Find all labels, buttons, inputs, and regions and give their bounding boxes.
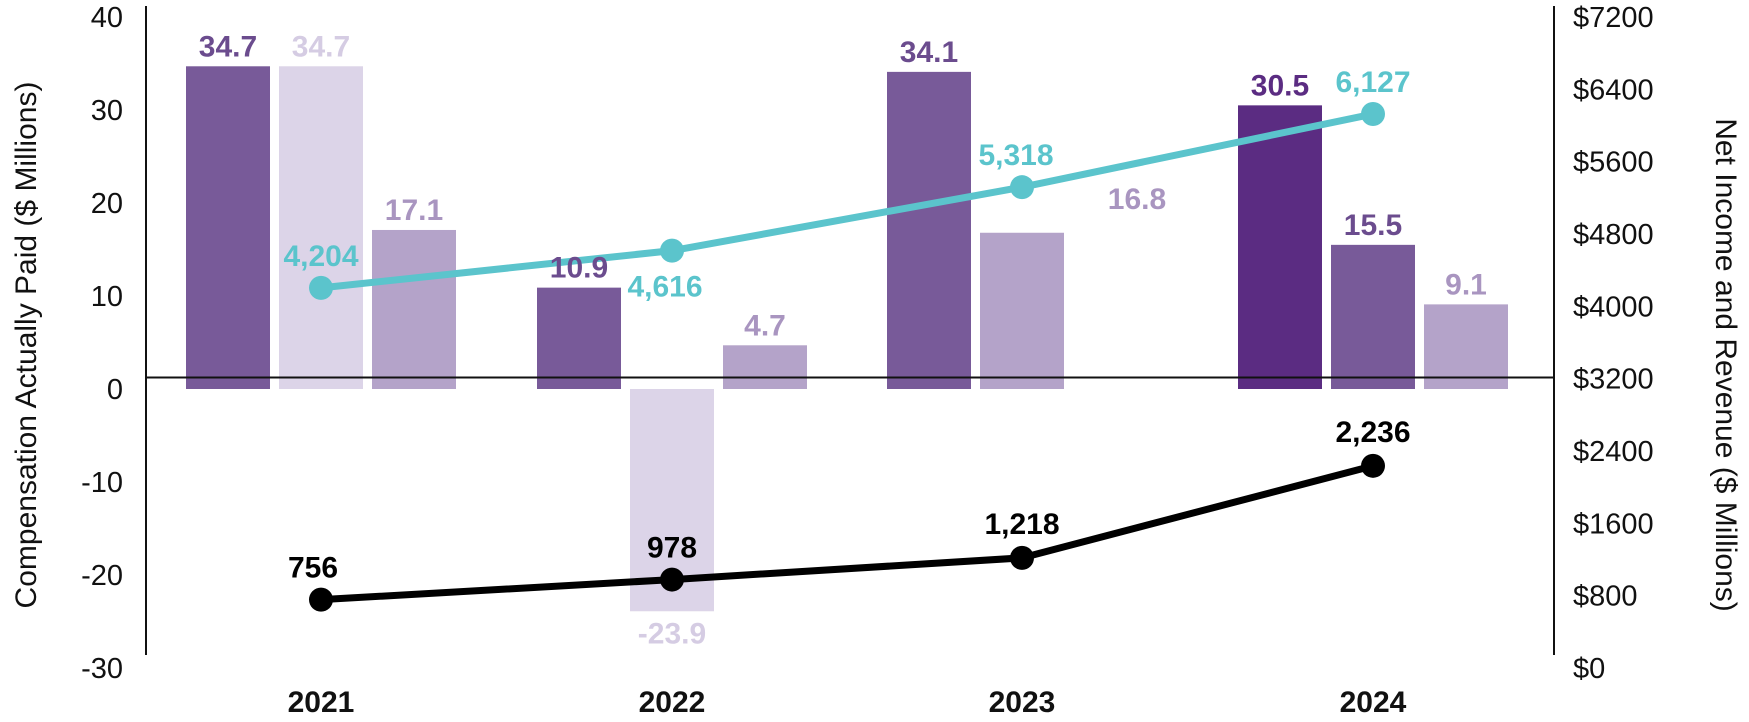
net-income-label-2024: 2,236	[1335, 416, 1410, 449]
bar-label-2023-2: 16.8	[1108, 183, 1166, 216]
y2-tick-label: $4000	[1573, 291, 1654, 323]
net-income-label-2021: 756	[288, 552, 338, 585]
bar-2021-3	[372, 229, 456, 389]
x-category-label-2023: 2023	[989, 686, 1056, 719]
bars-layer	[186, 66, 1508, 612]
y2-tick-label: $2400	[1573, 436, 1654, 468]
y-axis-title: Compensation Actually Paid ($ Millions)	[10, 82, 43, 609]
y-tick-label: 0	[107, 374, 123, 406]
net-income-point-2021	[309, 587, 333, 612]
net-income-label-2023: 1,218	[984, 508, 1059, 541]
axes-layer	[145, 6, 1555, 655]
bar-label-2024-2: 15.5	[1344, 209, 1402, 242]
bar-2022-3	[723, 345, 807, 389]
bar-2023-1	[887, 71, 971, 390]
bar-2024-3	[1424, 304, 1508, 389]
y-tick-label: 30	[91, 95, 123, 127]
y2-tick-label: $5600	[1573, 147, 1654, 179]
bar-2024-2	[1331, 244, 1415, 389]
bar-2021-1	[186, 66, 270, 389]
y2-tick-label: $7200	[1573, 2, 1654, 34]
net-income-point-2024	[1361, 453, 1385, 478]
bar-2024-1	[1238, 105, 1322, 389]
y2-tick-label: $6400	[1573, 74, 1654, 106]
bar-label-2021-1: 34.7	[199, 30, 257, 63]
y-tick-label: 20	[91, 188, 123, 220]
bar-2022-1	[537, 287, 621, 389]
revenue-point-2024	[1361, 102, 1385, 127]
ticks-layer: 40 30 20 10 0 -10 -20 -30 $7200 $6400 $5600 $4800 $4…	[81, 2, 1654, 719]
bar-label-2024-1: 30.5	[1251, 69, 1309, 102]
net-income-label-2022: 978	[647, 532, 697, 565]
bar-label-2023-1: 34.1	[900, 36, 958, 69]
revenue-point-2023	[1010, 175, 1034, 200]
revenue-label-2024: 6,127	[1335, 66, 1410, 99]
bar-label-2022-2: -23.9	[638, 617, 706, 650]
x-category-label-2022: 2022	[639, 686, 706, 719]
revenue-line	[320, 110, 1374, 292]
revenue-label-2022: 4,616	[627, 271, 702, 304]
y-tick-label: -20	[81, 560, 123, 592]
labels-layer: 34.7 34.7 17.1 10.9 -23.9 4.7 34.1 16.8 30.5 15.5…	[199, 30, 1487, 650]
y2-tick-label: $1600	[1573, 508, 1654, 540]
x-category-label-2024: 2024	[1340, 686, 1407, 719]
y2-tick-label: $0	[1573, 653, 1605, 685]
revenue-point-2022	[660, 238, 684, 263]
bar-label-2024-3: 9.1	[1445, 268, 1487, 301]
y-tick-label: 40	[91, 2, 123, 34]
revenue-label-2021: 4,204	[283, 240, 358, 273]
net-income-line	[320, 462, 1374, 604]
y-tick-label: -10	[81, 467, 123, 499]
net-income-point-2022	[660, 567, 684, 592]
bar-label-2022-3: 4.7	[744, 309, 786, 342]
y-tick-label: -30	[81, 653, 123, 685]
y2-tick-label: $3200	[1573, 364, 1654, 396]
bar-label-2021-3: 17.1	[385, 194, 443, 227]
bar-2023-2	[980, 232, 1064, 389]
x-category-label-2021: 2021	[288, 686, 355, 719]
revenue-label-2023: 5,318	[978, 139, 1053, 172]
y2-axis-title: Net Income and Revenue ($ Millions)	[1709, 118, 1742, 612]
bar-label-2022-1: 10.9	[550, 252, 608, 285]
net-income-point-2023	[1010, 545, 1034, 570]
revenue-point-2021	[309, 275, 333, 300]
y-tick-label: 10	[91, 281, 123, 313]
bar-2021-2	[279, 66, 363, 389]
bar-label-2021-2: 34.7	[292, 30, 350, 63]
y2-tick-label: $4800	[1573, 219, 1654, 251]
lines-layer	[309, 102, 1385, 612]
y2-tick-label: $800	[1573, 581, 1638, 613]
